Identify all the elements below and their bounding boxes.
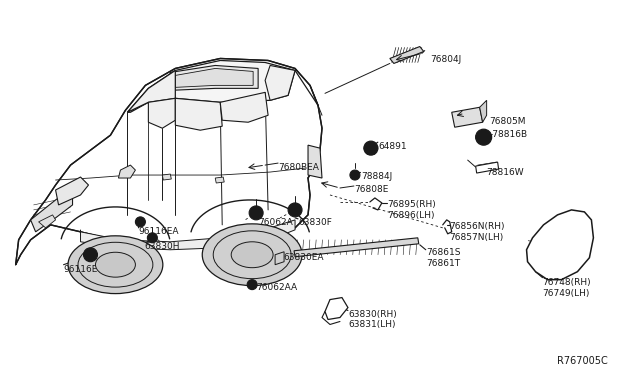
Polygon shape [275, 252, 284, 265]
Circle shape [151, 236, 154, 239]
Polygon shape [265, 65, 295, 100]
Polygon shape [56, 177, 88, 205]
Polygon shape [175, 98, 222, 130]
Polygon shape [294, 238, 419, 257]
Ellipse shape [231, 242, 273, 268]
Polygon shape [175, 68, 253, 87]
Text: 63830EA: 63830EA [283, 253, 324, 262]
Circle shape [247, 280, 257, 290]
Text: 63831(LH): 63831(LH) [348, 321, 396, 330]
Polygon shape [15, 58, 322, 265]
Text: 76804J: 76804J [430, 55, 461, 64]
Polygon shape [527, 210, 593, 280]
Polygon shape [148, 98, 175, 128]
Circle shape [255, 211, 258, 214]
Text: 76861S: 76861S [426, 248, 460, 257]
Text: 96116E: 96116E [63, 265, 98, 274]
Polygon shape [476, 162, 499, 173]
Text: 76857N(LH): 76857N(LH) [450, 233, 504, 242]
Text: 76895(RH): 76895(RH) [387, 200, 436, 209]
Polygon shape [38, 215, 56, 228]
Text: 63830H: 63830H [145, 242, 180, 251]
Polygon shape [308, 145, 322, 178]
Text: 64891: 64891 [379, 142, 408, 151]
Ellipse shape [68, 236, 163, 294]
Circle shape [350, 170, 360, 180]
Circle shape [364, 141, 378, 155]
Text: 63830(RH): 63830(RH) [348, 310, 397, 318]
Polygon shape [390, 46, 424, 64]
Polygon shape [127, 70, 175, 112]
Text: 76856N(RH): 76856N(RH) [450, 222, 505, 231]
Polygon shape [215, 177, 224, 183]
Circle shape [83, 248, 97, 262]
Polygon shape [31, 188, 72, 232]
Text: 76896(LH): 76896(LH) [387, 211, 435, 220]
Polygon shape [479, 100, 486, 122]
Text: 63830F: 63830F [298, 218, 332, 227]
Circle shape [139, 220, 142, 223]
Text: R767005C: R767005C [557, 356, 608, 366]
Circle shape [476, 129, 492, 145]
Text: -78816B: -78816B [490, 130, 528, 139]
Ellipse shape [95, 252, 136, 277]
Polygon shape [163, 174, 172, 180]
Polygon shape [118, 165, 136, 178]
Polygon shape [127, 61, 295, 112]
Text: 76062A: 76062A [258, 218, 293, 227]
Text: 96116EA: 96116EA [138, 227, 179, 236]
Polygon shape [452, 107, 483, 127]
Ellipse shape [202, 224, 302, 286]
Text: 76861T: 76861T [426, 259, 460, 268]
Text: 78816W: 78816W [486, 168, 524, 177]
Circle shape [147, 233, 157, 243]
Polygon shape [170, 65, 258, 90]
Polygon shape [325, 298, 348, 320]
Polygon shape [81, 220, 295, 250]
Circle shape [88, 253, 93, 257]
Text: 7680BEA: 7680BEA [278, 163, 319, 172]
Polygon shape [220, 92, 268, 122]
Circle shape [249, 206, 263, 220]
Circle shape [294, 208, 296, 211]
Text: 76062AA: 76062AA [256, 283, 297, 292]
Text: 76749(LH): 76749(LH) [543, 289, 590, 298]
Circle shape [136, 217, 145, 227]
Text: 76808E: 76808E [354, 185, 388, 194]
Text: 76748(RH): 76748(RH) [543, 278, 591, 287]
Text: 76805M: 76805M [490, 117, 526, 126]
Text: 78884J: 78884J [361, 172, 392, 181]
Circle shape [479, 133, 488, 141]
Circle shape [288, 203, 302, 217]
